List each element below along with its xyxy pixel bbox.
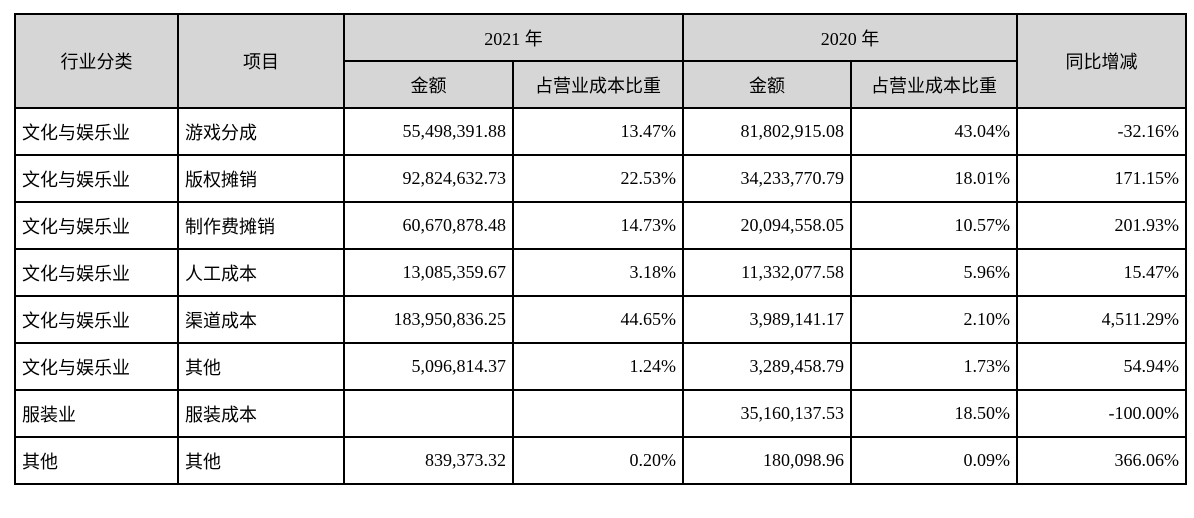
cell-ratio-2020: 43.04% (850, 107, 1018, 156)
header-industry: 行业分类 (14, 13, 179, 109)
cell-industry: 其他 (14, 436, 179, 485)
cell-amount-2020: 34,233,770.79 (682, 154, 852, 203)
cell-amount-2020: 20,094,558.05 (682, 201, 852, 250)
header-amount-2021: 金额 (343, 60, 514, 109)
cell-amount-2021: 13,085,359.67 (343, 248, 514, 297)
cell-ratio-2021: 1.24% (512, 342, 684, 391)
cell-item: 服装成本 (177, 389, 345, 438)
cell-yoy: 366.06% (1016, 436, 1187, 485)
cell-ratio-2021: 3.18% (512, 248, 684, 297)
cell-amount-2020: 3,289,458.79 (682, 342, 852, 391)
cell-ratio-2021: 13.47% (512, 107, 684, 156)
table-row: 文化与娱乐业 制作费摊销 60,670,878.48 14.73% 20,094… (14, 201, 1187, 250)
cell-ratio-2020: 10.57% (850, 201, 1018, 250)
cell-amount-2021: 839,373.32 (343, 436, 514, 485)
cell-industry: 文化与娱乐业 (14, 248, 179, 297)
cell-ratio-2020: 0.09% (850, 436, 1018, 485)
cell-yoy: 4,511.29% (1016, 295, 1187, 344)
cell-item: 制作费摊销 (177, 201, 345, 250)
cell-industry: 服装业 (14, 389, 179, 438)
table-row: 其他 其他 839,373.32 0.20% 180,098.96 0.09% … (14, 436, 1187, 485)
cell-item: 其他 (177, 342, 345, 391)
cell-yoy: -32.16% (1016, 107, 1187, 156)
cell-amount-2021: 55,498,391.88 (343, 107, 514, 156)
header-ratio-2021: 占营业成本比重 (512, 60, 684, 109)
cell-yoy: 201.93% (1016, 201, 1187, 250)
header-year-2020: 2020 年 (682, 13, 1018, 62)
cell-amount-2020: 180,098.96 (682, 436, 852, 485)
cell-industry: 文化与娱乐业 (14, 154, 179, 203)
cell-ratio-2021: 0.20% (512, 436, 684, 485)
header-yoy-change: 同比增减 (1016, 13, 1187, 109)
cell-industry: 文化与娱乐业 (14, 201, 179, 250)
cell-ratio-2020: 2.10% (850, 295, 1018, 344)
table-row: 文化与娱乐业 游戏分成 55,498,391.88 13.47% 81,802,… (14, 107, 1187, 156)
table-row: 文化与娱乐业 人工成本 13,085,359.67 3.18% 11,332,0… (14, 248, 1187, 297)
cell-yoy: 15.47% (1016, 248, 1187, 297)
table-header: 行业分类 项目 2021 年 2020 年 同比增减 金额 占营业成本比重 金额… (14, 13, 1187, 109)
cell-ratio-2021: 22.53% (512, 154, 684, 203)
cell-ratio-2021: 44.65% (512, 295, 684, 344)
cell-amount-2020: 35,160,137.53 (682, 389, 852, 438)
cell-item: 版权摊销 (177, 154, 345, 203)
cell-yoy: 54.94% (1016, 342, 1187, 391)
cell-amount-2021: 92,824,632.73 (343, 154, 514, 203)
cell-industry: 文化与娱乐业 (14, 107, 179, 156)
table-row: 服装业 服装成本 35,160,137.53 18.50% -100.00% (14, 389, 1187, 438)
cell-amount-2020: 81,802,915.08 (682, 107, 852, 156)
header-ratio-2020: 占营业成本比重 (850, 60, 1018, 109)
cell-item: 游戏分成 (177, 107, 345, 156)
cell-ratio-2020: 5.96% (850, 248, 1018, 297)
header-row-top: 行业分类 项目 2021 年 2020 年 同比增减 (14, 13, 1187, 109)
cell-item: 渠道成本 (177, 295, 345, 344)
cell-amount-2021: 5,096,814.37 (343, 342, 514, 391)
cost-breakdown-table: 行业分类 项目 2021 年 2020 年 同比增减 金额 占营业成本比重 金额… (14, 13, 1187, 485)
table-row: 文化与娱乐业 渠道成本 183,950,836.25 44.65% 3,989,… (14, 295, 1187, 344)
cell-ratio-2021: 14.73% (512, 201, 684, 250)
table-row: 文化与娱乐业 版权摊销 92,824,632.73 22.53% 34,233,… (14, 154, 1187, 203)
cell-amount-2021: 183,950,836.25 (343, 295, 514, 344)
header-amount-2020: 金额 (682, 60, 852, 109)
cell-ratio-2020: 18.50% (850, 389, 1018, 438)
cell-ratio-2020: 1.73% (850, 342, 1018, 391)
cell-ratio-2021 (512, 389, 684, 438)
table-row: 文化与娱乐业 其他 5,096,814.37 1.24% 3,289,458.7… (14, 342, 1187, 391)
table-body: 文化与娱乐业 游戏分成 55,498,391.88 13.47% 81,802,… (14, 107, 1187, 485)
cell-yoy: -100.00% (1016, 389, 1187, 438)
cell-amount-2021: 60,670,878.48 (343, 201, 514, 250)
header-item: 项目 (177, 13, 345, 109)
cell-item: 其他 (177, 436, 345, 485)
cell-industry: 文化与娱乐业 (14, 295, 179, 344)
header-year-2021: 2021 年 (343, 13, 684, 62)
cell-amount-2020: 11,332,077.58 (682, 248, 852, 297)
cell-industry: 文化与娱乐业 (14, 342, 179, 391)
cell-amount-2021 (343, 389, 514, 438)
cell-item: 人工成本 (177, 248, 345, 297)
cell-yoy: 171.15% (1016, 154, 1187, 203)
cell-ratio-2020: 18.01% (850, 154, 1018, 203)
cell-amount-2020: 3,989,141.17 (682, 295, 852, 344)
header-row-sub: 金额 占营业成本比重 金额 占营业成本比重 (15, 60, 1186, 109)
